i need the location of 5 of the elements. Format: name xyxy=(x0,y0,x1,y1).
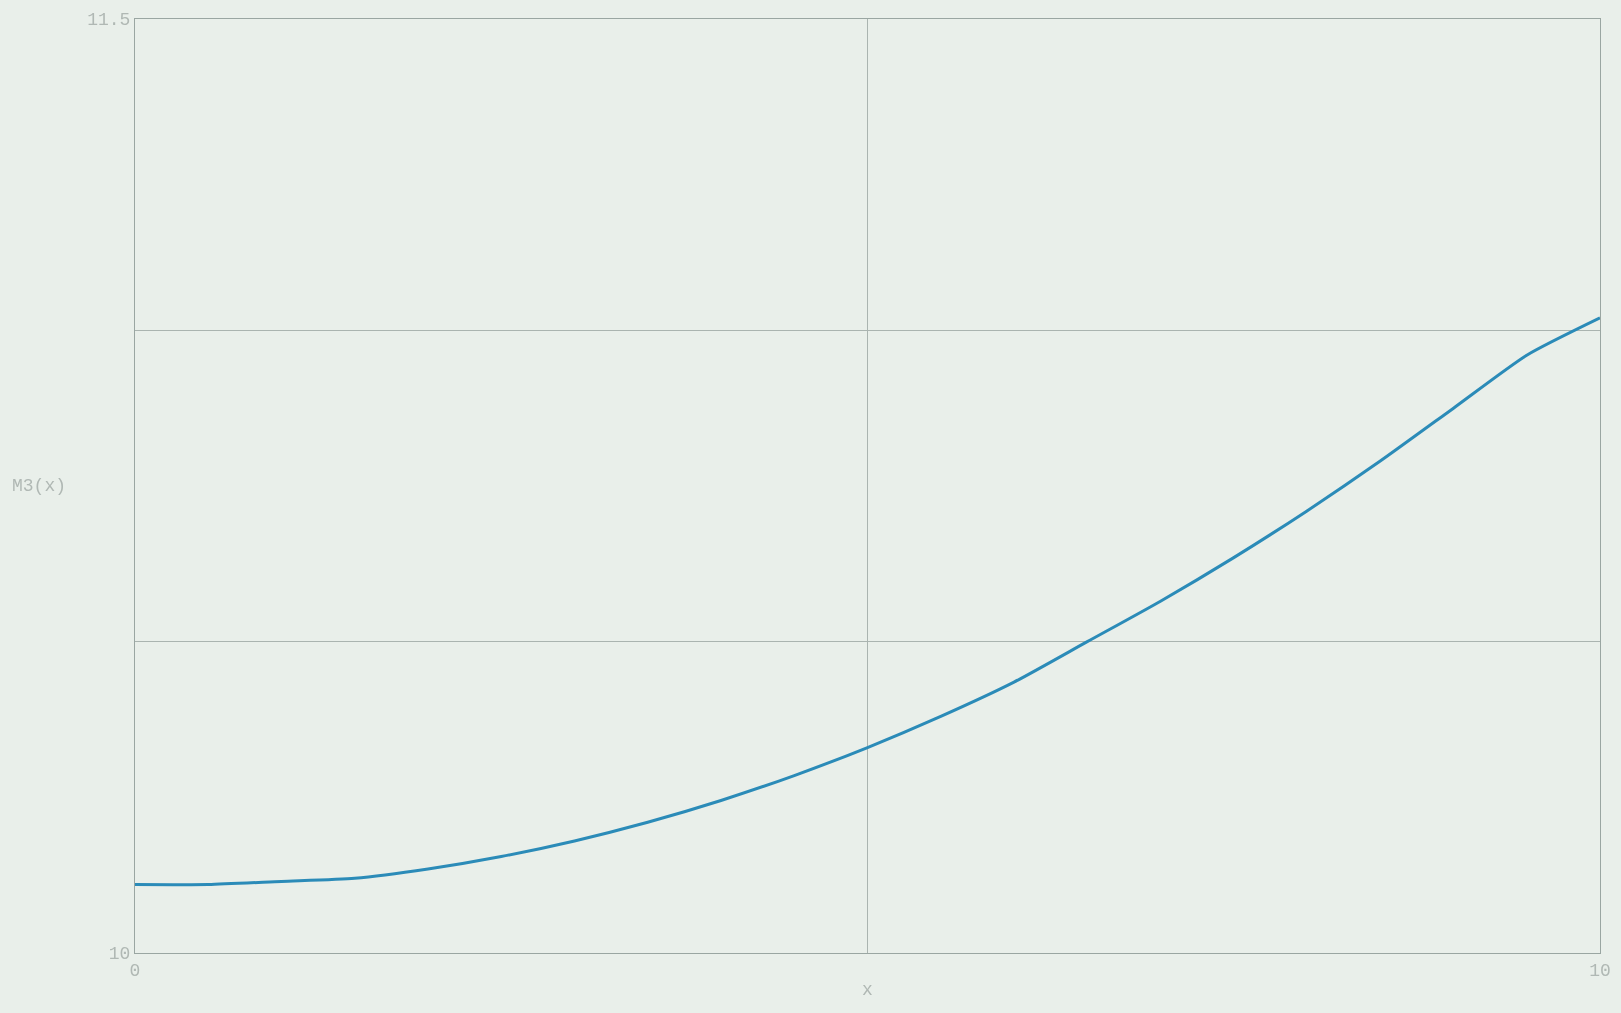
y-tick-label: 11.5 xyxy=(87,10,131,31)
line-series xyxy=(135,316,1600,887)
x-axis-title: x xyxy=(862,979,873,1000)
x-tick-label: 0 xyxy=(129,960,141,981)
y-axis-title: M3(x) xyxy=(12,476,67,496)
